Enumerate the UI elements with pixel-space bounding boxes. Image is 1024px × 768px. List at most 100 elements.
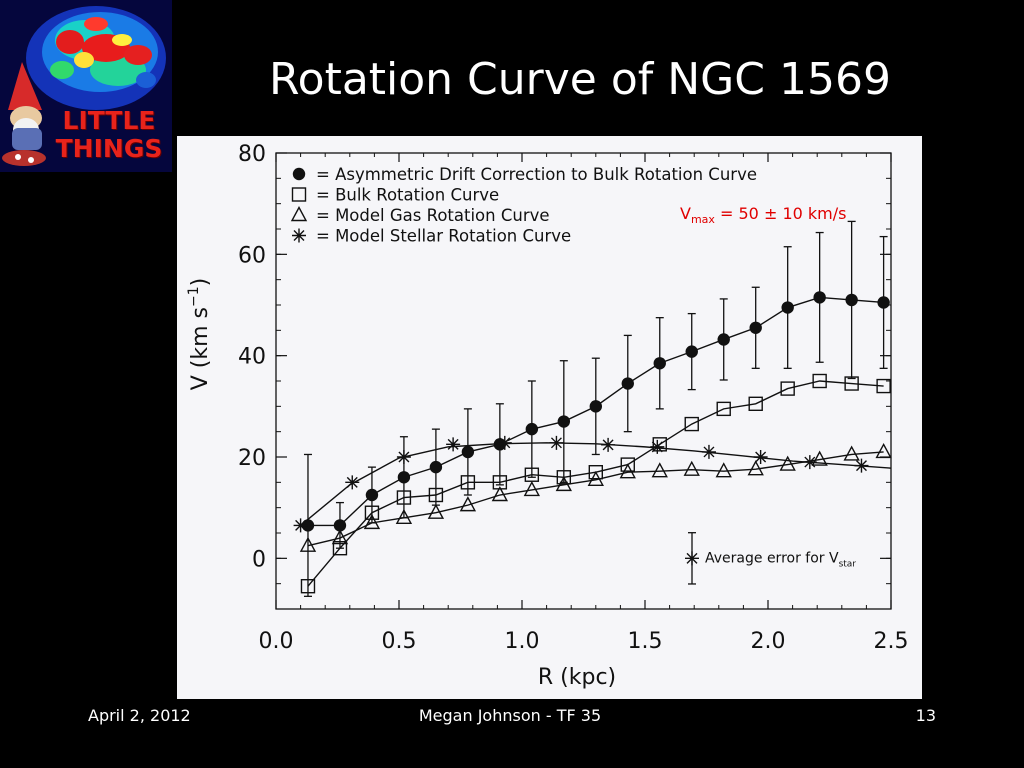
legend-marker-open-triangle	[290, 206, 308, 222]
data-point	[555, 475, 572, 492]
data-point	[293, 518, 308, 533]
data-point	[601, 437, 616, 452]
x-tick-label: 2.0	[751, 629, 786, 654]
y-tick-label: 40	[238, 345, 266, 370]
x-tick-label: 1.0	[505, 629, 540, 654]
data-point	[844, 376, 859, 391]
data-point	[813, 291, 826, 304]
series-line	[307, 451, 884, 547]
data-point	[365, 488, 379, 502]
data-point	[845, 293, 858, 307]
y-tick-label: 60	[238, 243, 266, 268]
legend-label: = Asymmetric Drift Correction to Bulk Ro…	[316, 165, 757, 184]
galaxy-map-image	[0, 0, 172, 172]
logo-text-things: THINGS	[55, 134, 163, 163]
data-point	[619, 463, 636, 479]
chart-series	[293, 220, 892, 597]
y-tick-label: 80	[238, 142, 266, 167]
data-point	[620, 457, 635, 472]
series-open-triangle	[299, 442, 892, 552]
data-point	[497, 435, 512, 450]
data-point	[650, 439, 665, 454]
data-point	[747, 460, 764, 476]
data-point	[459, 496, 477, 512]
data-point	[652, 437, 667, 452]
slide-title: Rotation Curve of NGC 1569	[269, 54, 891, 105]
series-asterisk	[293, 435, 892, 533]
data-point	[345, 475, 360, 490]
data-point	[780, 381, 795, 396]
little-things-logo: LITTLE THINGS	[0, 0, 172, 172]
footer-presenter: Megan Johnson - TF 35	[418, 706, 602, 725]
data-point	[876, 378, 891, 394]
chart-svg: 0.0 0.5 1.0 1.5 2.0 2.5 0 20 40 60 80 = Asymmetric…	[186, 142, 909, 690]
data-point	[875, 442, 892, 459]
data-point	[802, 455, 817, 470]
avg-error-marker	[685, 551, 699, 566]
data-point	[781, 301, 794, 314]
data-point	[812, 373, 827, 389]
footer-date: April 2, 2012	[88, 706, 191, 725]
data-point	[299, 536, 317, 552]
series-line	[300, 442, 892, 526]
avg-error-label: Average error for Vstar	[705, 550, 856, 569]
data-point	[491, 486, 509, 502]
y-axis-label: V (km s−1)	[186, 278, 213, 391]
data-point	[429, 460, 443, 474]
data-point	[587, 470, 604, 486]
legend-marker-asterisk	[292, 228, 306, 243]
data-point	[300, 579, 316, 594]
chart-legend: = Asymmetric Drift Correction to Bulk Ro…	[290, 165, 856, 585]
footer-page-number: 13	[915, 706, 936, 725]
y-tick-label: 0	[252, 547, 266, 572]
logo-text-little: LITTLE	[62, 106, 156, 135]
data-point	[843, 445, 860, 461]
legend-marker-filled-circle	[292, 167, 306, 181]
data-point	[460, 475, 476, 490]
x-tick-label: 0.0	[259, 629, 294, 654]
data-point	[683, 460, 700, 476]
data-point	[396, 490, 412, 505]
legend-marker-open-square	[291, 187, 307, 202]
data-point	[427, 503, 445, 519]
series-filled-circle	[301, 220, 890, 597]
data-point	[753, 450, 768, 464]
data-point	[685, 345, 698, 358]
chart-axes: 0.0 0.5 1.0 1.5 2.0 2.5 0 20 40 60 80	[238, 142, 909, 654]
data-point	[811, 450, 828, 466]
data-point	[523, 480, 541, 497]
gnome-icon	[2, 62, 46, 166]
data-point	[749, 321, 762, 334]
x-tick-label: 1.5	[628, 629, 663, 654]
data-point	[653, 357, 666, 370]
data-point	[363, 513, 381, 530]
data-point	[395, 508, 413, 524]
data-point	[525, 422, 539, 436]
legend-label: = Bulk Rotation Curve	[316, 186, 499, 205]
x-axis-label: R (kpc)	[538, 665, 616, 690]
data-point	[556, 470, 572, 485]
data-point	[333, 519, 347, 532]
data-point	[396, 450, 411, 464]
data-point	[701, 444, 716, 459]
data-point	[589, 400, 602, 413]
data-point	[715, 462, 732, 478]
data-point	[446, 437, 461, 452]
y-tick-label: 20	[238, 446, 266, 471]
data-point	[549, 435, 564, 450]
data-point	[557, 415, 571, 428]
data-point	[364, 505, 380, 520]
data-point	[779, 455, 796, 471]
legend-label: = Model Gas Rotation Curve	[316, 206, 550, 225]
legend-label: = Model Stellar Rotation Curve	[316, 227, 571, 246]
data-point	[588, 465, 603, 480]
data-point	[877, 296, 890, 309]
data-point	[684, 416, 699, 432]
data-point	[716, 401, 731, 417]
data-point	[748, 396, 763, 411]
x-tick-label: 2.5	[874, 629, 909, 654]
data-point	[331, 529, 349, 545]
x-tick-label: 0.5	[382, 629, 417, 654]
data-point	[717, 333, 730, 346]
data-point	[621, 377, 634, 390]
